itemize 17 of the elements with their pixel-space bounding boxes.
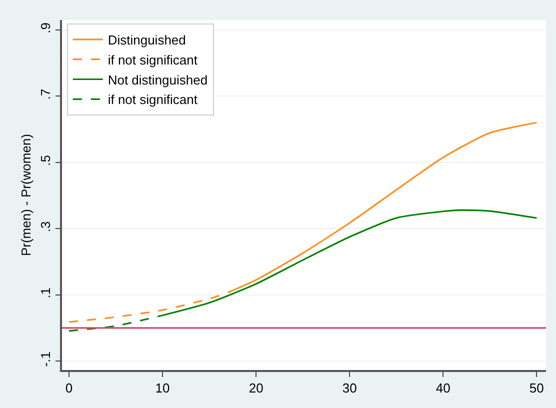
y-tick-label: -.1: [38, 352, 54, 367]
x-tick-label: 10: [155, 380, 170, 396]
y-tick-label: .7: [38, 88, 54, 100]
y-tick-label: .1: [38, 287, 54, 298]
y-tick-label: .9: [38, 22, 54, 34]
x-tick-label: 20: [248, 380, 264, 396]
x-tick-label: 30: [342, 380, 357, 396]
x-tick-label: 0: [65, 380, 73, 396]
legend-label: Not distinguished: [108, 72, 208, 88]
x-tick-label: 40: [436, 380, 450, 396]
y-tick-label: .5: [38, 155, 54, 166]
legend-label: Distinguished: [108, 32, 186, 48]
legend-label: if not significant: [108, 52, 198, 68]
y-tick-label: .3: [38, 221, 54, 232]
legend-label: if not significant: [108, 92, 198, 108]
x-tick-label: 50: [529, 380, 544, 396]
y-axis-title: Pr(men) - Pr(women): [18, 134, 34, 256]
